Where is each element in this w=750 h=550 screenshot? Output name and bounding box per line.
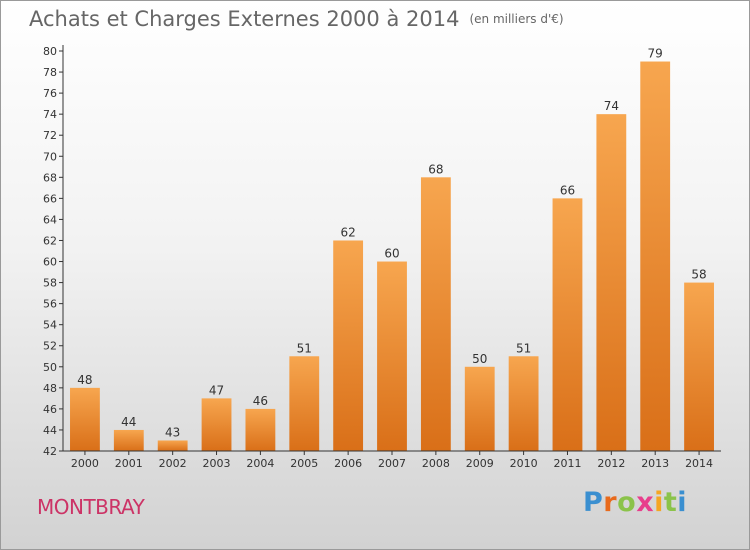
y-tick-label: 56 [43,298,57,311]
y-tick-label: 48 [43,382,57,395]
x-tick-label: 2008 [422,457,450,470]
x-tick-label: 2004 [246,457,274,470]
x-tick-label: 2011 [553,457,581,470]
bar-value-label: 44 [121,415,136,429]
bar-2005 [289,356,320,451]
bar-2011 [552,198,583,451]
y-tick-label: 72 [43,129,57,142]
bar-value-label: 66 [560,183,575,197]
proxiti-logo: Proxiti [583,487,687,518]
x-tick-label: 2005 [290,457,318,470]
bar-2001 [113,429,144,451]
x-tick-label: 2010 [510,457,538,470]
bar-2000 [70,387,100,451]
y-tick-label: 58 [43,277,57,290]
x-tick-label: 2003 [203,457,231,470]
bar-2008 [420,177,451,451]
y-tick-label: 46 [43,403,57,416]
bar-value-label: 60 [384,247,399,261]
bar-2013 [640,61,671,452]
bar-value-label: 62 [340,225,355,239]
bar-value-label: 51 [297,341,312,355]
y-tick-label: 66 [43,192,57,205]
bar-2002 [157,440,188,451]
bar-value-label: 58 [691,268,706,282]
bar-2003 [201,398,232,451]
logo-letter: o [617,487,637,518]
x-tick-label: 2009 [466,457,494,470]
x-tick-label: 2001 [115,457,143,470]
chart-title: Achats et Charges Externes 2000 à 2014 (e… [29,7,564,31]
y-tick-label: 44 [43,424,57,437]
bars: 48 44 43 47 46 51 62 60 68 50 51 66 74 79 58 [70,47,714,452]
y-tick-label: 80 [43,45,57,58]
x-axis: 2000 2001 2002 2003 2004 2005 2006 2007 2008 2009… [63,450,721,470]
bar-value-label: 79 [648,47,663,61]
x-tick-label: 2000 [71,457,99,470]
x-tick-label: 2014 [685,457,713,470]
chart-subtitle: (en milliers d'€) [469,12,564,26]
logo-letter: P [583,487,604,518]
y-tick-label: 42 [43,445,57,458]
bar-value-label: 47 [209,383,224,397]
bar-value-label: 51 [516,341,531,355]
x-tick-label: 2002 [159,457,187,470]
y-tick-label: 64 [43,213,57,226]
y-tick-label: 52 [43,340,57,353]
bar-2007 [377,261,407,451]
y-tick-label: 68 [43,171,57,184]
bar-2010 [508,356,539,451]
bar-2004 [245,408,276,451]
bar-value-label: 74 [604,99,619,113]
y-tick-label: 62 [43,234,57,247]
town-name: MONTBRAY [37,495,145,519]
bar-2006 [333,240,364,451]
bar-2012 [596,114,627,451]
y-tick-label: 74 [43,108,57,121]
y-tick-label: 70 [43,150,57,163]
logo-letter: i [677,487,688,518]
y-tick-label: 78 [43,66,57,79]
y-tick-label: 50 [43,361,57,374]
y-tick-label: 60 [43,256,57,269]
bar-value-label: 50 [472,352,487,366]
bar-2009 [464,366,495,451]
y-axis: 42 44 46 48 50 52 54 56 58 60 62 64 66 68 70 72 74 76 78 80 [43,45,64,458]
x-tick-label: 2013 [641,457,669,470]
bar-value-label: 48 [77,373,92,387]
bar-value-label: 43 [165,425,180,439]
logo-letter: i [654,487,664,518]
x-tick-label: 2012 [597,457,625,470]
x-tick-label: 2006 [334,457,362,470]
logo-letter: t [663,487,678,518]
chart-title-text: Achats et Charges Externes 2000 à 2014 [29,7,460,31]
y-tick-label: 76 [43,87,57,100]
bar-value-label: 68 [428,162,443,176]
x-tick-label: 2007 [378,457,406,470]
bar-2014 [684,282,714,451]
logo-letter: r [603,487,618,518]
bar-value-label: 46 [253,394,268,408]
logo-letter: x [636,487,655,518]
y-tick-label: 54 [43,319,57,332]
